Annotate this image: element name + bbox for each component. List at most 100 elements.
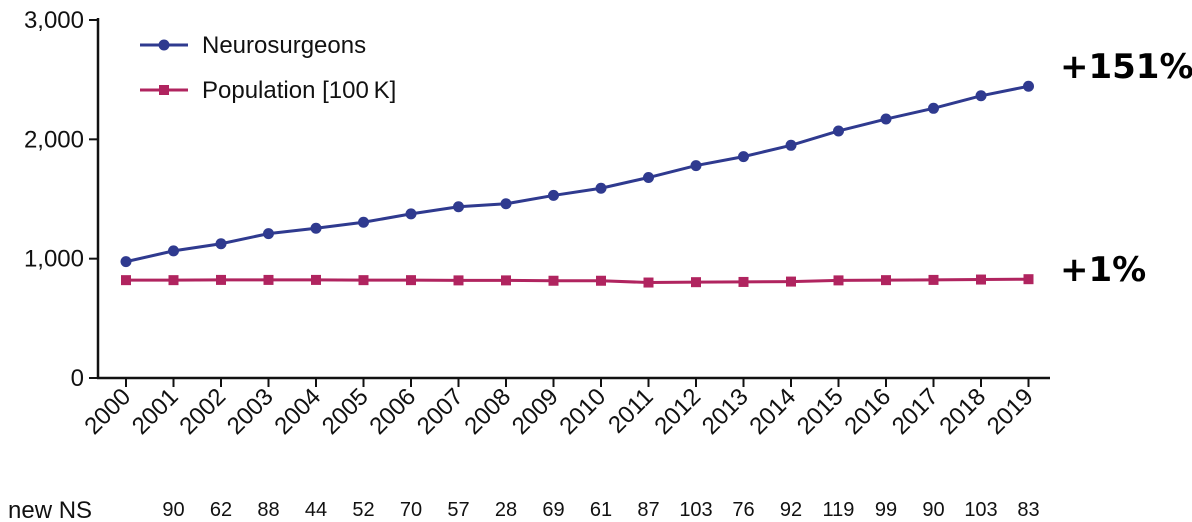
new-ns-value: 119 — [823, 499, 855, 521]
new-ns-value: 83 — [1017, 499, 1039, 521]
data-point — [833, 275, 844, 286]
chart-axes — [96, 18, 1050, 380]
x-tick-label: 2014 — [744, 383, 801, 440]
data-point — [1023, 274, 1034, 285]
data-point — [311, 274, 321, 285]
series-layer — [120, 80, 1034, 288]
data-point — [928, 102, 939, 114]
legend-label: Neurosurgeons — [202, 32, 366, 59]
new-ns-value: 52 — [352, 499, 374, 521]
data-point — [548, 275, 559, 286]
x-tick-label: 2007 — [412, 383, 469, 440]
data-point — [310, 222, 322, 234]
data-point — [263, 228, 274, 240]
new-ns-value: 92 — [780, 499, 802, 521]
x-tick-label: 2016 — [839, 383, 896, 440]
y-tick-label: 1,000 — [24, 246, 84, 273]
data-point — [881, 275, 891, 286]
new-ns-value: 76 — [732, 499, 754, 521]
x-tick-label: 2018 — [934, 383, 991, 440]
new-ns-value: 103 — [964, 499, 997, 521]
y-axis-ticks: 0 1,000 2,000 3,000 — [24, 7, 98, 392]
new-ns-value: 69 — [542, 499, 564, 521]
x-tick-label: 2008 — [459, 383, 516, 440]
data-point — [263, 274, 274, 285]
new-ns-value: 61 — [590, 499, 612, 521]
y-tick-label: 0 — [71, 365, 84, 392]
y-tick-label: 3,000 — [24, 7, 84, 34]
series-neurosurgeons — [120, 80, 1034, 268]
new-ns-value: 70 — [400, 499, 422, 521]
data-point — [595, 182, 607, 194]
data-point — [1023, 80, 1034, 92]
data-point — [500, 198, 512, 210]
data-point — [643, 277, 654, 288]
data-point — [975, 90, 987, 102]
data-point — [880, 113, 892, 125]
y-tick-label: 2,000 — [24, 126, 84, 153]
data-point — [216, 274, 226, 285]
series-line — [125, 84, 1029, 264]
new-ns-label: new NS — [8, 497, 92, 522]
new-ns-value: 99 — [875, 499, 897, 521]
data-point — [215, 238, 227, 250]
new-ns-value: 90 — [922, 499, 944, 521]
data-point — [405, 208, 417, 220]
annotation-label: +1% — [1060, 250, 1146, 290]
new-ns-value: 87 — [637, 499, 659, 521]
x-tick-label: 2001 — [127, 383, 184, 440]
data-point — [358, 275, 369, 286]
x-tick-label: 2010 — [554, 383, 611, 440]
new-ns-value: 57 — [447, 499, 469, 521]
x-tick-label: 2002 — [174, 383, 231, 440]
x-tick-label: 2015 — [792, 383, 849, 440]
series-population — [121, 274, 1034, 288]
x-tick-label: 2011 — [603, 383, 659, 439]
data-point — [738, 151, 749, 163]
data-point — [833, 125, 844, 137]
data-point — [406, 275, 416, 286]
x-axis-ticks: 2000200120022003200420052006200720082009… — [79, 378, 1039, 440]
series-line — [126, 277, 1029, 285]
x-tick-label: 2013 — [697, 383, 754, 440]
new-ns-value: 28 — [495, 499, 517, 521]
new-ns-row: new NS 90 62 88 44 52 70 57 28 69 61 87 103 76 92 119 99… — [8, 497, 1040, 522]
data-point — [501, 275, 511, 286]
new-ns-value: 62 — [210, 499, 232, 521]
new-ns-value: 44 — [305, 499, 327, 521]
x-tick-label: 2017 — [887, 383, 944, 440]
legend-marker — [159, 85, 169, 95]
data-point — [168, 245, 179, 257]
x-tick-label: 2012 — [649, 383, 706, 440]
data-point — [121, 275, 131, 286]
data-point — [596, 275, 606, 286]
data-point — [453, 201, 464, 213]
data-point — [120, 256, 132, 268]
data-point — [690, 160, 702, 172]
data-point — [691, 277, 701, 288]
x-tick-label: 2005 — [317, 383, 374, 440]
data-point — [785, 139, 797, 151]
chart-legend: Neurosurgeons Population [100 K] — [140, 32, 396, 104]
annotation-label: +151% — [1060, 47, 1192, 87]
data-point — [453, 275, 464, 286]
x-tick-label: 2006 — [364, 383, 421, 440]
data-point — [358, 216, 369, 228]
data-point — [976, 274, 986, 285]
x-tick-label: 2009 — [507, 383, 564, 440]
new-ns-value: 90 — [162, 499, 184, 521]
data-point — [643, 172, 654, 184]
x-tick-label: 2004 — [269, 383, 326, 440]
data-point — [786, 276, 796, 287]
chart-annotations: +151% +1% — [1060, 47, 1192, 290]
legend-marker — [158, 39, 170, 51]
x-tick-label: 2019 — [982, 383, 1039, 440]
new-ns-value: 88 — [257, 499, 279, 521]
x-tick-label: 2003 — [222, 383, 279, 440]
data-point — [548, 189, 559, 201]
new-ns-value: 103 — [679, 499, 712, 521]
data-point — [738, 276, 749, 287]
data-point — [928, 274, 939, 285]
x-tick-label: 2000 — [79, 383, 136, 440]
